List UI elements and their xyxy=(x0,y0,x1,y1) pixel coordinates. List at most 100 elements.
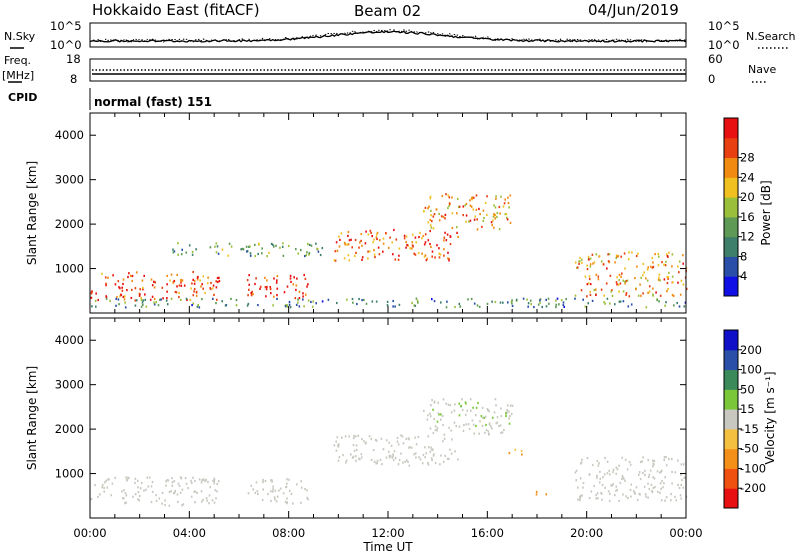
noise-right-tick-bottom: 10^0 xyxy=(708,38,740,52)
power-cell xyxy=(474,215,477,218)
power-cell xyxy=(90,296,93,299)
power-cell xyxy=(131,274,134,278)
power-cell xyxy=(261,247,263,250)
power-cell xyxy=(259,287,261,290)
velocity-cell xyxy=(191,481,193,485)
power-cell xyxy=(635,254,638,258)
velocity-cell xyxy=(408,446,410,449)
velocity-cell xyxy=(663,482,665,485)
velocity-cell xyxy=(106,486,109,489)
power-cell xyxy=(235,304,238,307)
x-axis-title: Time UT xyxy=(362,540,413,554)
power-cell xyxy=(153,301,155,304)
velocity-cell xyxy=(508,410,510,413)
velocity-cell xyxy=(581,494,583,497)
power-cell xyxy=(586,295,588,298)
power-cell xyxy=(473,218,476,221)
velocity-colorbar-swatch xyxy=(724,468,738,489)
velocity-cell xyxy=(670,499,672,502)
velocity-cell xyxy=(599,477,602,480)
power-cell xyxy=(600,260,603,263)
power-cell xyxy=(336,249,339,252)
power-cell xyxy=(351,297,354,301)
power-cell xyxy=(228,242,231,245)
power-cell xyxy=(656,299,659,302)
power-cell xyxy=(526,298,528,301)
velocity-cell xyxy=(656,470,659,473)
velocity-cell xyxy=(484,431,486,434)
velocity-cell xyxy=(132,495,134,498)
power-cell xyxy=(192,278,194,281)
velocity-cell xyxy=(414,436,417,439)
velocity-cell xyxy=(400,434,402,437)
velocity-cell xyxy=(506,409,508,412)
power-ytick-label: 4000 xyxy=(55,128,84,142)
velocity-cell xyxy=(642,471,644,475)
power-cell xyxy=(499,212,501,215)
velocity-cell xyxy=(216,482,218,486)
velocity-cell xyxy=(611,484,613,487)
time-x-axis: 00:00 04:00 08:00 12:00 16:00 20:00 00:00 xyxy=(73,526,702,540)
velocity-cell xyxy=(579,499,581,502)
power-cell xyxy=(486,302,489,305)
power-cell xyxy=(216,245,219,248)
power-cell xyxy=(369,229,372,232)
noise-search-trace xyxy=(90,28,687,43)
power-colorbar-tick-label: 28 xyxy=(740,151,755,165)
power-cell xyxy=(645,277,647,280)
velocity-cell xyxy=(285,485,288,489)
velocity-cell xyxy=(660,470,662,474)
velocity-cell xyxy=(652,465,654,468)
velocity-cell xyxy=(401,435,404,438)
velocity-cell xyxy=(677,483,679,487)
power-cell xyxy=(649,265,652,268)
velocity-cell xyxy=(680,463,683,466)
power-cell xyxy=(495,197,497,200)
power-cell xyxy=(347,234,349,237)
velocity-cell xyxy=(665,464,668,467)
power-cell xyxy=(476,218,478,221)
power-cell xyxy=(376,233,378,236)
velocity-cell xyxy=(644,473,646,477)
power-cell xyxy=(413,304,415,307)
power-cell xyxy=(382,242,385,245)
power-cell xyxy=(417,301,419,304)
velocity-cell xyxy=(103,486,105,489)
power-cell xyxy=(266,279,268,282)
velocity-cell xyxy=(648,476,650,479)
power-cell xyxy=(180,253,183,256)
velocity-ytick-label: 1000 xyxy=(55,467,84,481)
power-cell xyxy=(197,304,199,307)
power-cell xyxy=(657,252,659,256)
power-cell xyxy=(379,239,381,242)
power-cell xyxy=(215,280,217,283)
power-cell xyxy=(421,237,423,240)
velocity-cell xyxy=(615,485,618,488)
velocity-cell xyxy=(579,494,582,497)
velocity-cell xyxy=(505,412,507,415)
power-cell xyxy=(104,276,107,279)
power-cell xyxy=(370,231,372,234)
date-title: 04/Jun/2019 xyxy=(588,1,679,19)
power-cell xyxy=(386,300,389,303)
power-cell xyxy=(200,285,202,288)
power-cell xyxy=(625,292,628,295)
power-cell xyxy=(298,305,301,308)
velocity-colorbar-label: Velocity [m s⁻¹] xyxy=(763,371,777,464)
power-cell xyxy=(153,303,156,306)
nave-tick-top: 60 xyxy=(708,52,723,66)
power-cell xyxy=(459,305,461,308)
velocity-cell xyxy=(356,448,358,452)
velocity-cell xyxy=(493,411,496,414)
power-cell xyxy=(615,256,618,260)
velocity-cell xyxy=(203,478,205,481)
power-cell xyxy=(354,254,356,257)
velocity-cell xyxy=(671,458,673,461)
power-cell xyxy=(348,259,351,262)
velocity-cell xyxy=(423,409,425,412)
power-cell xyxy=(240,248,242,251)
power-cell xyxy=(677,265,679,268)
velocity-cell xyxy=(143,489,145,492)
velocity-cell xyxy=(434,461,437,465)
power-cell xyxy=(188,244,191,247)
